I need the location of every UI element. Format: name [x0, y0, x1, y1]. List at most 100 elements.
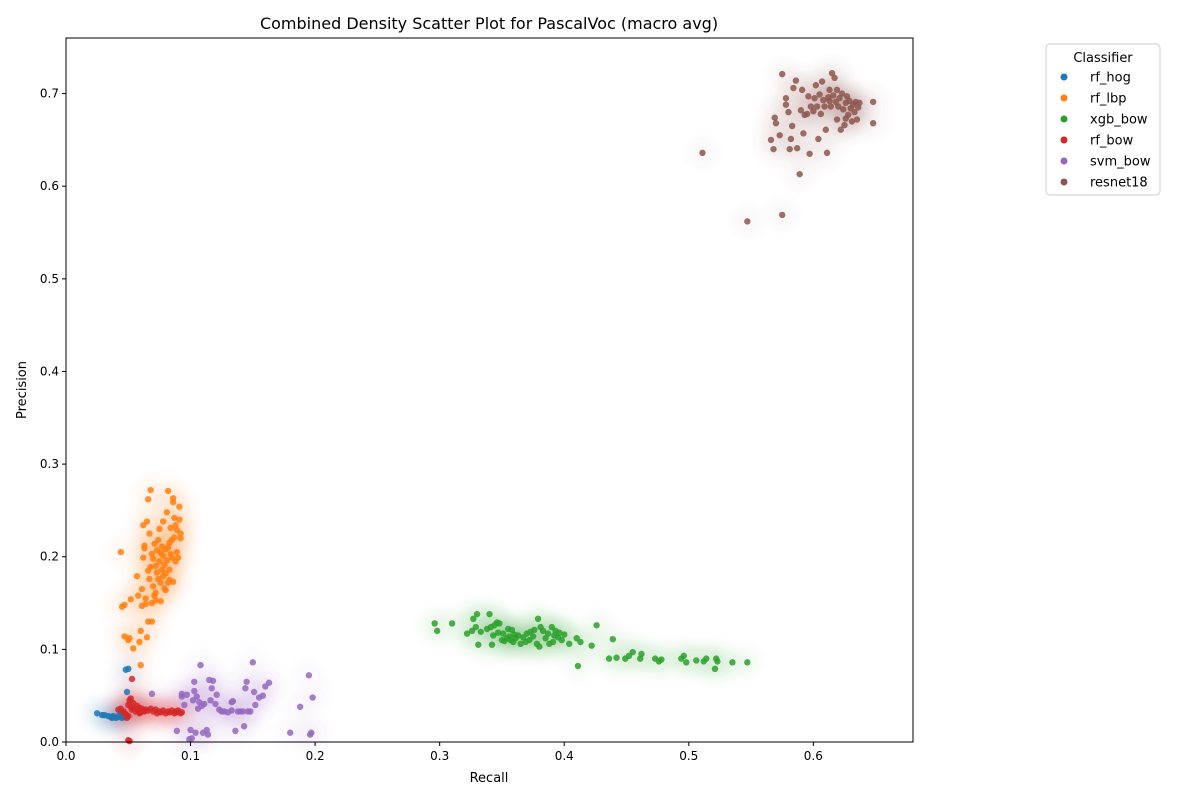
point-rf_lbp [176, 516, 183, 523]
point-resnet18 [787, 135, 795, 143]
point-resnet18 [796, 170, 803, 178]
point-xgb_bow [613, 654, 620, 661]
point-resnet18 [803, 110, 811, 118]
legend-title: Classifier [1073, 51, 1133, 66]
point-rf_lbp [127, 596, 134, 603]
point-rf_bow [126, 737, 133, 745]
x-tick-label: 0.3 [430, 749, 449, 763]
point-rf_lbp [167, 524, 174, 532]
point-resnet18 [767, 136, 775, 144]
x-axis-label: Recall [470, 771, 509, 786]
point-svm_bow [212, 700, 219, 708]
legend-label-rf_lbp: rf_lbp [1090, 92, 1127, 107]
point-svm_bow [204, 731, 212, 738]
point-xgb_bow [539, 627, 547, 635]
point-rf_lbp [169, 498, 177, 506]
point-resnet18 [811, 95, 818, 102]
point-svm_bow [242, 685, 249, 692]
point-resnet18 [833, 116, 841, 123]
point-resnet18 [837, 126, 844, 133]
point-resnet18 [818, 78, 826, 85]
point-svm_bow [173, 727, 181, 735]
points-layer [93, 70, 877, 745]
point-resnet18 [816, 91, 823, 98]
point-svm_bow [187, 726, 194, 734]
point-xgb_bow [536, 643, 543, 650]
point-resnet18 [776, 132, 783, 139]
point-resnet18 [840, 106, 847, 113]
point-rf_lbp [140, 554, 147, 561]
point-resnet18 [782, 95, 790, 102]
point-rf_lbp [171, 514, 178, 522]
point-svm_bow [249, 659, 257, 666]
point-resnet18 [786, 145, 793, 153]
point-rf_lbp [159, 518, 167, 525]
point-svm_bow [213, 691, 220, 698]
point-xgb_bow [629, 648, 636, 656]
y-axis: 0.0 0.1 0.2 0.3 0.4 0.5 0.6 0.7 [40, 87, 66, 749]
point-rf_lbp [143, 634, 151, 641]
point-xgb_bow [472, 623, 479, 631]
point-rf_lbp [163, 509, 171, 516]
point-xgb_bow [680, 652, 688, 660]
point-xgb_bow [514, 632, 522, 639]
point-rf_lbp [148, 618, 156, 625]
point-svm_bow [232, 727, 239, 735]
point-rf_lbp [171, 534, 178, 541]
point-resnet18 [869, 120, 877, 127]
y-tick-label: 0.6 [40, 179, 59, 193]
point-rf_lbp [148, 599, 156, 607]
point-resnet18 [771, 114, 778, 121]
point-svm_bow [296, 703, 304, 710]
point-rf_lbp [156, 525, 163, 533]
y-tick-label: 0.7 [40, 87, 59, 101]
point-resnet18 [833, 86, 841, 94]
y-tick-label: 0.1 [40, 642, 59, 656]
point-xgb_bow [486, 610, 493, 618]
point-svm_bow [192, 729, 199, 736]
point-resnet18 [800, 130, 807, 137]
point-xgb_bow [609, 635, 617, 643]
x-tick-label: 0.0 [56, 749, 75, 763]
point-resnet18 [848, 118, 856, 125]
point-svm_bow [178, 690, 186, 698]
legend-marker-rf_hog [1060, 73, 1068, 81]
point-rf_hog [93, 710, 101, 717]
point-xgb_bow [470, 615, 477, 622]
point-rf_lbp [137, 661, 144, 669]
point-xgb_bow [703, 655, 710, 662]
point-xgb_bow [531, 626, 538, 634]
legend-marker-rf_lbp [1060, 94, 1068, 102]
point-svm_bow [191, 678, 198, 685]
y-tick-label: 0.3 [40, 457, 59, 471]
point-resnet18 [772, 120, 780, 127]
point-xgb_bow [500, 630, 507, 637]
point-svm_bow [259, 692, 267, 699]
point-xgb_bow [693, 657, 700, 664]
point-xgb_bow [549, 638, 557, 646]
point-resnet18 [805, 93, 812, 100]
point-svm_bow [239, 708, 247, 715]
point-xgb_bow [605, 655, 613, 662]
point-rf_lbp [147, 486, 154, 494]
point-resnet18 [770, 145, 777, 153]
point-xgb_bow [577, 638, 584, 646]
point-xgb_bow [463, 630, 471, 637]
point-resnet18 [869, 98, 877, 106]
point-svm_bow [188, 735, 196, 742]
point-xgb_bow [495, 629, 502, 636]
y-tick-label: 0.0 [40, 735, 59, 749]
point-xgb_bow [566, 640, 573, 648]
point-rf_lbp [146, 575, 153, 583]
point-xgb_bow [473, 610, 481, 618]
point-resnet18 [835, 103, 842, 110]
point-resnet18 [826, 86, 833, 94]
x-tick-label: 0.1 [181, 749, 200, 763]
x-tick-label: 0.4 [555, 749, 574, 763]
point-rf_lbp [121, 601, 128, 609]
point-rf_lbp [149, 583, 157, 590]
point-resnet18 [841, 121, 848, 129]
point-svm_bow [287, 729, 294, 736]
point-resnet18 [788, 122, 796, 130]
